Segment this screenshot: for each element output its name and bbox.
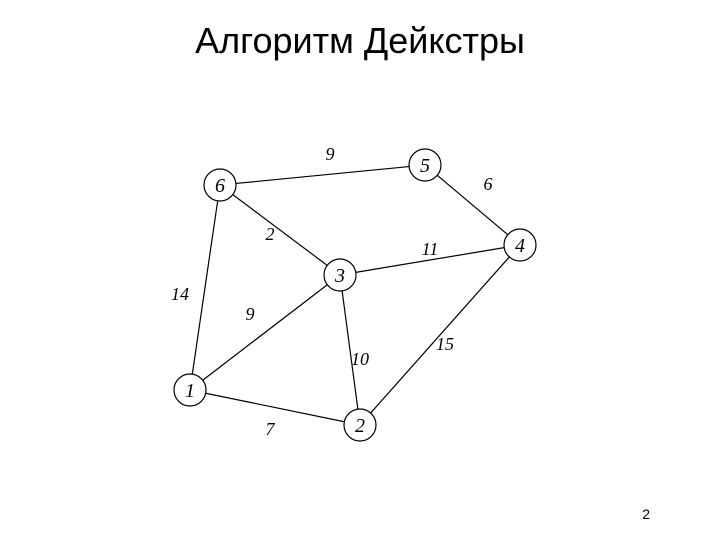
edge-weight-label: 7 [266,419,276,439]
edge-weight-label: 10 [351,349,369,369]
node-label: 4 [515,235,525,257]
node-label: 2 [355,415,365,437]
edge-weight-label: 9 [326,144,335,164]
edge-weight-label: 15 [436,334,454,354]
edge-weight-label: 6 [484,174,493,194]
edge-weight-label: 9 [246,304,255,324]
node-label: 6 [215,175,225,197]
node-label: 5 [420,155,430,177]
graph-edge [437,175,508,234]
node-label: 1 [185,380,195,402]
page-number: 2 [642,506,650,522]
graph-edge [203,285,328,381]
graph-svg: 1 2 3 4 5 6 9 2 14 6 11 9 10 15 7 [150,90,570,470]
edge-weight-label: 2 [266,224,275,244]
graph-edge [233,195,327,266]
node-label: 3 [334,265,345,287]
page-title: Алгоритм Дейкстры [0,0,720,62]
graph-diagram: 1 2 3 4 5 6 9 2 14 6 11 9 10 15 7 [150,90,570,470]
graph-edge [206,393,345,422]
edge-weight-label: 11 [422,239,439,259]
graph-edge [236,167,409,184]
graph-edge [192,201,217,374]
edge-weight-label: 14 [171,284,189,304]
